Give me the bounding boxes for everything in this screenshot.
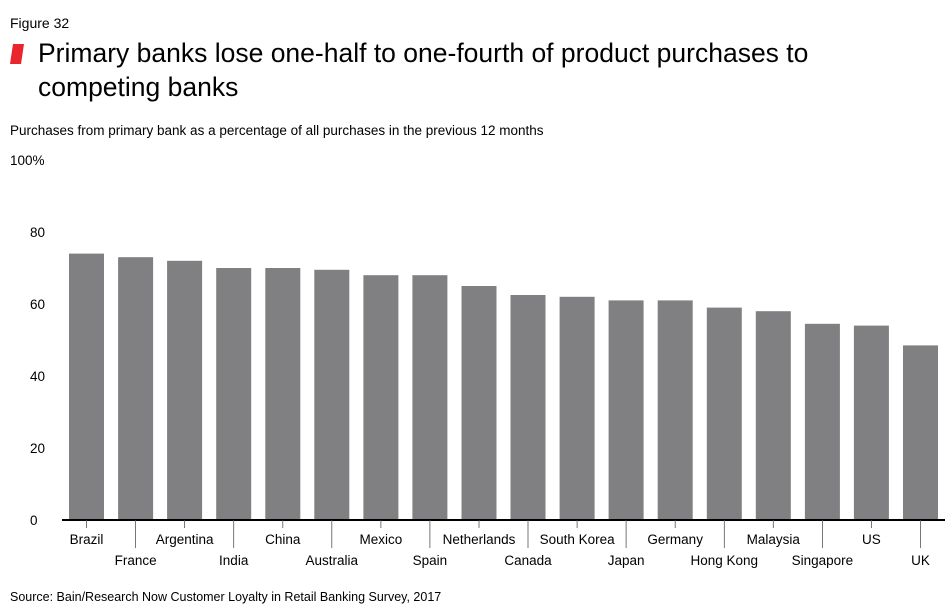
- chart-subtitle: Purchases from primary bank as a percent…: [10, 123, 544, 138]
- y-tick-label: 20: [30, 441, 45, 456]
- y-tick-label: 80: [30, 225, 45, 240]
- bar-hong-kong: [706, 307, 742, 520]
- x-tick-label: India: [219, 553, 249, 568]
- x-tick-label: South Korea: [540, 532, 616, 547]
- bar-canada: [510, 295, 546, 520]
- bar-china: [265, 268, 301, 520]
- bar-australia: [314, 269, 350, 520]
- bar-singapore: [804, 323, 840, 520]
- x-tick-label: US: [862, 532, 881, 547]
- bar-mexico: [363, 275, 399, 520]
- x-tick-label: Canada: [504, 553, 552, 568]
- y-tick-label: 60: [30, 297, 45, 312]
- title-accent-mark: [10, 44, 24, 64]
- bar-malaysia: [755, 311, 791, 520]
- bar-us: [853, 325, 889, 520]
- bar-netherlands: [461, 286, 497, 520]
- x-tick-label: France: [115, 553, 157, 568]
- chart-title: Primary banks lose one-half to one-fourt…: [38, 38, 809, 102]
- x-tick-label: Australia: [306, 553, 359, 568]
- bar-spain: [412, 275, 448, 520]
- bar-south-korea: [559, 296, 595, 520]
- bar-france: [118, 257, 154, 520]
- x-tick-label: Argentina: [156, 532, 214, 547]
- x-tick-label: Spain: [413, 553, 448, 568]
- y-tick-label: 100%: [10, 153, 45, 168]
- x-tick-label: Singapore: [792, 553, 854, 568]
- y-tick-label: 0: [30, 513, 38, 528]
- bar-argentina: [167, 260, 203, 520]
- x-tick-label: China: [265, 532, 301, 547]
- x-tick-label: Mexico: [360, 532, 403, 547]
- bar-germany: [657, 300, 693, 520]
- x-tick-label: Hong Kong: [691, 553, 759, 568]
- x-tick-label: Malaysia: [747, 532, 801, 547]
- x-tick-label: Brazil: [70, 532, 104, 547]
- x-tick-label: Netherlands: [443, 532, 516, 547]
- source-note: Source: Bain/Research Now Customer Loyal…: [10, 590, 442, 604]
- figure-label: Figure 32: [10, 15, 70, 31]
- x-tick-label: UK: [911, 553, 930, 568]
- y-tick-label: 40: [30, 369, 45, 384]
- bar-japan: [608, 300, 644, 520]
- x-tick-label: Germany: [647, 532, 703, 547]
- bar-india: [216, 268, 252, 520]
- bar-brazil: [69, 253, 104, 520]
- x-tick-label: Japan: [608, 553, 645, 568]
- bar-uk: [903, 345, 938, 520]
